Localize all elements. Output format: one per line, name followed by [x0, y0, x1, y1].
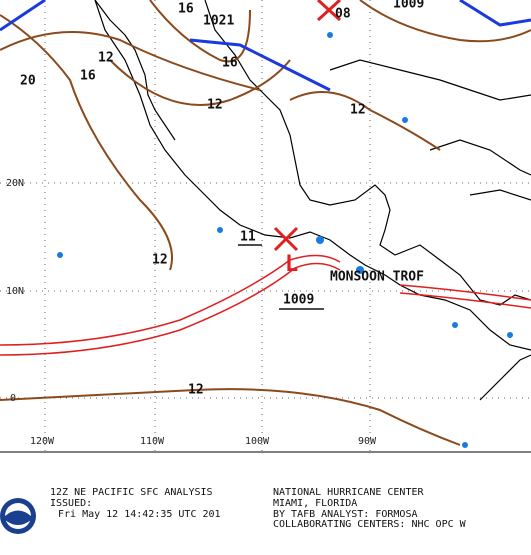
isobar-label: 12	[152, 253, 168, 268]
coastline	[94, 0, 531, 401]
isobar-label: 12	[98, 51, 114, 66]
isobar-label: 1009	[283, 293, 314, 308]
map-background	[0, 0, 531, 452]
footer-text: COLLABORATING CENTERS: NHC OPC W	[273, 519, 467, 530]
isobar-label: 11	[240, 230, 256, 245]
trough-label: MONSOON TROF	[330, 270, 424, 285]
footer-text: ISSUED:	[50, 498, 92, 509]
lat-label: 20N	[6, 178, 24, 189]
isobar-label: 16	[178, 2, 194, 17]
footer-text: NATIONAL HURRICANE CENTER	[273, 487, 424, 498]
monsoon-trough	[0, 254, 531, 356]
stations	[57, 32, 513, 448]
lon-label: 110W	[140, 436, 165, 447]
footer-text: MIAMI, FLORIDA	[273, 498, 357, 509]
footer-text: BY TAFB ANALYST: FORMOSA	[273, 509, 418, 520]
isobar-label: 16	[222, 56, 238, 71]
isobar-label: 16	[80, 69, 96, 84]
lon-label: 90W	[358, 436, 377, 447]
lat-label: 10N	[6, 286, 24, 297]
isobar-label: 1021	[203, 14, 234, 29]
low-symbol: L	[285, 252, 298, 277]
lon-label: 120W	[30, 436, 55, 447]
footer-text: 12Z NE PACIFIC SFC ANALYSIS	[50, 487, 213, 498]
footer-text: Fri May 12 14:42:35 UTC 201	[58, 509, 221, 520]
isobar-label: 12	[207, 98, 223, 113]
isobars	[0, 0, 531, 446]
isobar-label: 12	[188, 383, 204, 398]
isobar-label: 1009	[393, 0, 424, 12]
isobar-label: 20	[20, 74, 36, 89]
fronts	[0, 0, 531, 92]
isobar-label: 12	[350, 103, 366, 118]
lon-label: 100W	[245, 436, 270, 447]
noaa-logo	[0, 498, 36, 534]
isobar-label: 08	[335, 7, 351, 22]
low-center	[273, 0, 342, 252]
lat-label: 0	[10, 393, 16, 404]
